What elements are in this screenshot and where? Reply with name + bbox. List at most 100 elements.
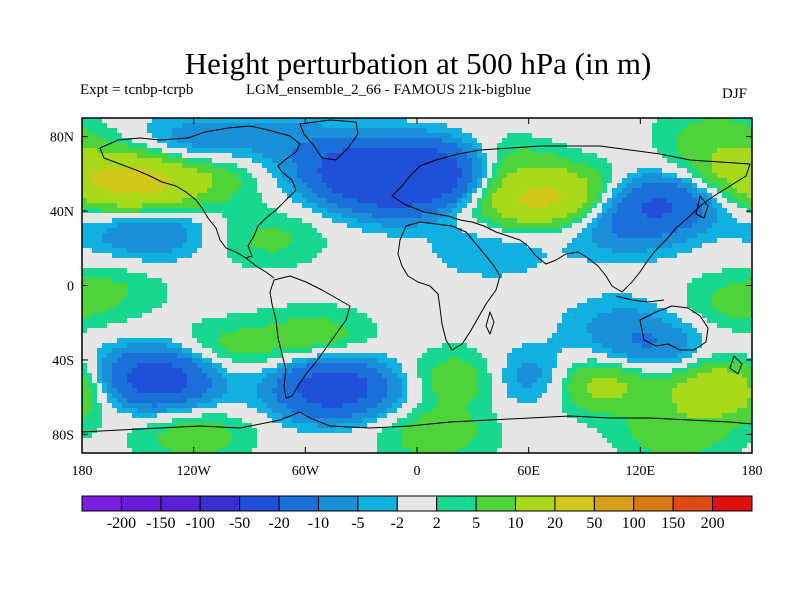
field-cell xyxy=(372,183,378,189)
field-cell xyxy=(277,443,283,449)
field-cell xyxy=(347,368,353,374)
field-cell xyxy=(212,193,218,199)
field-cell xyxy=(82,163,88,169)
field-cell xyxy=(382,188,388,194)
field-cell xyxy=(177,338,183,344)
field-cell xyxy=(362,428,368,434)
field-cell xyxy=(377,298,383,304)
field-cell xyxy=(432,368,438,374)
field-cell xyxy=(432,163,438,169)
field-cell xyxy=(432,403,438,409)
field-cell xyxy=(297,223,303,229)
field-cell xyxy=(177,203,183,209)
field-cell xyxy=(82,423,88,429)
field-cell xyxy=(447,288,453,294)
field-cell xyxy=(107,388,113,394)
field-cell xyxy=(247,148,253,154)
field-cell xyxy=(392,173,398,179)
field-cell xyxy=(322,413,328,419)
field-cell xyxy=(342,443,348,449)
field-cell xyxy=(342,418,348,424)
field-cell xyxy=(167,288,173,294)
field-cell xyxy=(207,303,213,309)
field-cell xyxy=(192,288,198,294)
field-cell xyxy=(242,448,248,453)
field-cell xyxy=(372,248,378,254)
field-cell xyxy=(347,353,353,359)
field-cell xyxy=(107,448,113,453)
field-cell xyxy=(262,398,268,404)
field-cell xyxy=(117,128,123,134)
field-cell xyxy=(92,208,98,214)
field-cell xyxy=(337,283,343,289)
field-cell xyxy=(97,408,103,414)
field-cell xyxy=(442,168,448,174)
field-cell xyxy=(187,223,193,229)
field-cell xyxy=(82,313,88,319)
field-cell xyxy=(162,198,168,204)
field-cell xyxy=(277,428,283,434)
field-cell xyxy=(147,408,153,414)
field-cell xyxy=(147,338,153,344)
field-cell xyxy=(407,308,413,314)
field-cell xyxy=(352,333,358,339)
field-cell xyxy=(292,343,298,349)
field-cell xyxy=(452,258,458,264)
field-cell xyxy=(172,288,178,294)
field-cell xyxy=(342,333,348,339)
field-cell xyxy=(162,288,168,294)
field-cell xyxy=(447,293,453,299)
field-cell xyxy=(362,433,368,439)
field-cell xyxy=(302,143,308,149)
field-cell xyxy=(347,123,353,129)
field-cell xyxy=(162,153,168,159)
field-cell xyxy=(362,373,368,379)
field-cell xyxy=(282,268,288,274)
field-cell xyxy=(312,318,318,324)
field-cell xyxy=(167,183,173,189)
field-cell xyxy=(287,393,293,399)
field-cell xyxy=(242,343,248,349)
field-cell xyxy=(162,133,168,139)
field-cell xyxy=(117,218,123,224)
field-cell xyxy=(242,388,248,394)
field-cell xyxy=(292,138,298,144)
field-cell xyxy=(412,448,418,453)
field-cell xyxy=(392,398,398,404)
field-cell xyxy=(387,313,393,319)
field-cell xyxy=(432,353,438,359)
field-cell xyxy=(92,368,98,374)
field-cell xyxy=(102,208,108,214)
field-cell xyxy=(262,123,268,129)
field-cell xyxy=(297,163,303,169)
field-cell xyxy=(402,123,408,129)
field-cell xyxy=(332,343,338,349)
field-cell xyxy=(97,118,103,124)
field-cell xyxy=(437,418,443,424)
field-cell xyxy=(417,183,423,189)
field-cell xyxy=(392,203,398,209)
field-cell xyxy=(397,348,403,354)
field-cell xyxy=(422,398,428,404)
field-cell xyxy=(117,338,123,344)
field-cell xyxy=(262,198,268,204)
field-cell xyxy=(147,428,153,434)
field-cell xyxy=(437,128,443,134)
field-cell xyxy=(97,173,103,179)
field-cell xyxy=(352,233,358,239)
field-cell xyxy=(267,393,273,399)
field-cell xyxy=(97,213,103,219)
field-cell xyxy=(347,218,353,224)
field-cell xyxy=(437,448,443,453)
field-cell xyxy=(147,148,153,154)
field-cell xyxy=(182,383,188,389)
field-cell xyxy=(82,228,88,234)
field-cell xyxy=(222,168,228,174)
field-cell xyxy=(272,193,278,199)
field-cell xyxy=(372,438,378,444)
field-cell xyxy=(247,253,253,259)
field-cell xyxy=(362,308,368,314)
field-cell xyxy=(252,303,258,309)
field-cell xyxy=(362,138,368,144)
field-cell xyxy=(197,323,203,329)
